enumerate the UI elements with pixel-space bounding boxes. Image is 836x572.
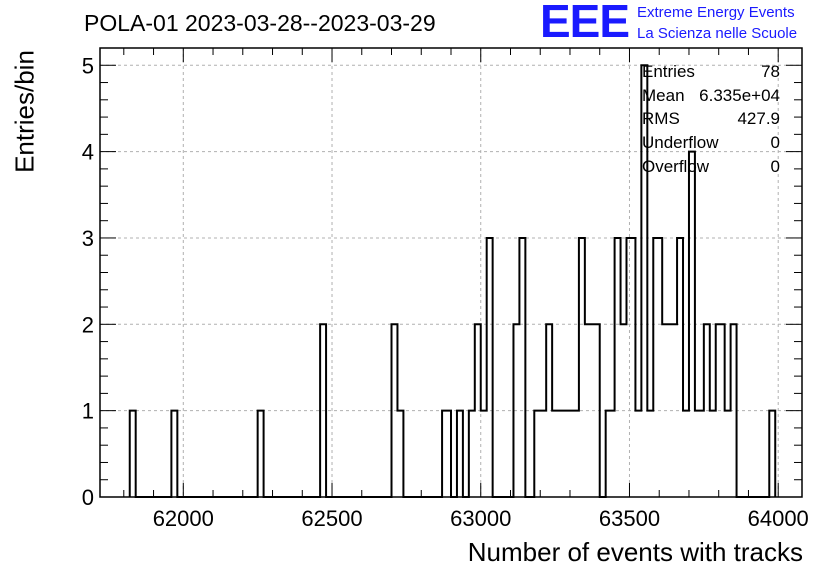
axis-ticks: 62000 62500 63000 63500 64000 0 1 2 3 4 5 bbox=[82, 47, 809, 531]
stat-value: 78 bbox=[761, 62, 780, 81]
y-tick-label: 4 bbox=[82, 140, 94, 165]
y-tick-label: 0 bbox=[82, 485, 94, 510]
stat-value: 0 bbox=[770, 156, 780, 176]
stat-row-underflow: Underflow 0 bbox=[642, 131, 780, 155]
chart-title: POLA-01 2023-03-28--2023-03-29 bbox=[84, 10, 436, 36]
y-tick-label: 3 bbox=[82, 226, 94, 251]
stat-value: 427.9 bbox=[737, 109, 780, 129]
y-tick-label: 1 bbox=[82, 399, 94, 424]
stat-row-rms: RMS 427.9 bbox=[642, 107, 780, 131]
stat-row-entries: Entries 78 bbox=[642, 60, 780, 84]
stat-label: Overflow bbox=[642, 156, 710, 176]
x-tick-label: 64000 bbox=[748, 506, 809, 531]
stat-row-mean: Mean 6.335e+04 bbox=[642, 84, 780, 108]
stats-box: Entries 78 Mean 6.335e+04 RMS 427.9 Unde… bbox=[642, 60, 780, 178]
brand-line-1: Extreme Energy Events bbox=[637, 4, 795, 21]
stat-label: Mean bbox=[642, 85, 685, 105]
x-tick-label: 62500 bbox=[301, 506, 362, 531]
histogram-series bbox=[128, 64, 777, 498]
stat-label: RMS bbox=[642, 109, 680, 129]
stat-label: Underflow bbox=[642, 133, 719, 153]
stat-value: 0 bbox=[770, 133, 780, 153]
stat-value: 6.335e+04 bbox=[699, 85, 780, 105]
stat-row-overflow: Overflow 0 bbox=[642, 155, 780, 179]
brand-line-2: La Scienza nelle Scuole bbox=[637, 25, 798, 42]
x-tick-label: 63000 bbox=[450, 506, 511, 531]
x-tick-label: 62000 bbox=[153, 506, 214, 531]
y-tick-label: 2 bbox=[82, 312, 94, 337]
y-tick-label: 5 bbox=[82, 53, 94, 78]
stat-label: Entries bbox=[642, 62, 695, 81]
y-axis-label: Entries/bin bbox=[9, 50, 40, 173]
eee-logo: EEE bbox=[540, 0, 630, 47]
x-axis-label: Number of events with tracks bbox=[467, 537, 803, 567]
x-tick-label: 63500 bbox=[599, 506, 660, 531]
